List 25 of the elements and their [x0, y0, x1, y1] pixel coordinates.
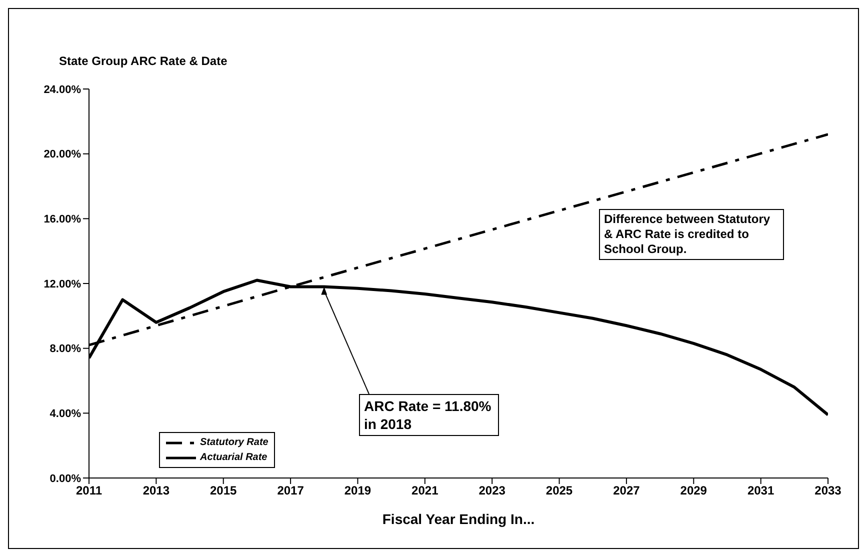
- x-tick-label: 2023: [478, 484, 506, 498]
- y-tick-label: 8.00%: [50, 343, 82, 356]
- y-tick-label: 12.00%: [44, 278, 82, 290]
- x-axis-title: Fiscal Year Ending In...: [382, 511, 535, 527]
- legend-label: Statutory Rate: [200, 437, 268, 448]
- legend-label: Actuarial Rate: [200, 452, 268, 463]
- annotation: Difference between Statutory & ARC Rate is credited to School Group.: [599, 209, 784, 260]
- y-tick-label: 16.00%: [44, 214, 82, 226]
- x-tick-label: 2011: [76, 484, 102, 498]
- x-tick-label: 2031: [747, 484, 774, 498]
- annotation: ARC Rate = 11.80% in 2018: [359, 394, 499, 436]
- y-tick-label: 24.00%: [44, 84, 82, 96]
- x-tick-label: 2029: [680, 484, 708, 498]
- y-tick-label: 0.00%: [50, 472, 82, 485]
- x-tick-label: 2015: [210, 484, 238, 498]
- x-tick-label: 2019: [344, 484, 372, 498]
- x-tick-label: 2033: [814, 484, 842, 498]
- x-tick-label: 2021: [412, 484, 439, 498]
- x-tick-label: 2013: [142, 484, 170, 498]
- x-tick-label: 2025: [546, 484, 573, 498]
- x-tick-label: 2027: [613, 484, 640, 498]
- x-tick-label: 2017: [277, 484, 304, 498]
- chart-title: State Group ARC Rate & Date: [59, 54, 228, 68]
- y-tick-label: 20.00%: [44, 148, 82, 161]
- y-tick-label: 4.00%: [50, 408, 82, 420]
